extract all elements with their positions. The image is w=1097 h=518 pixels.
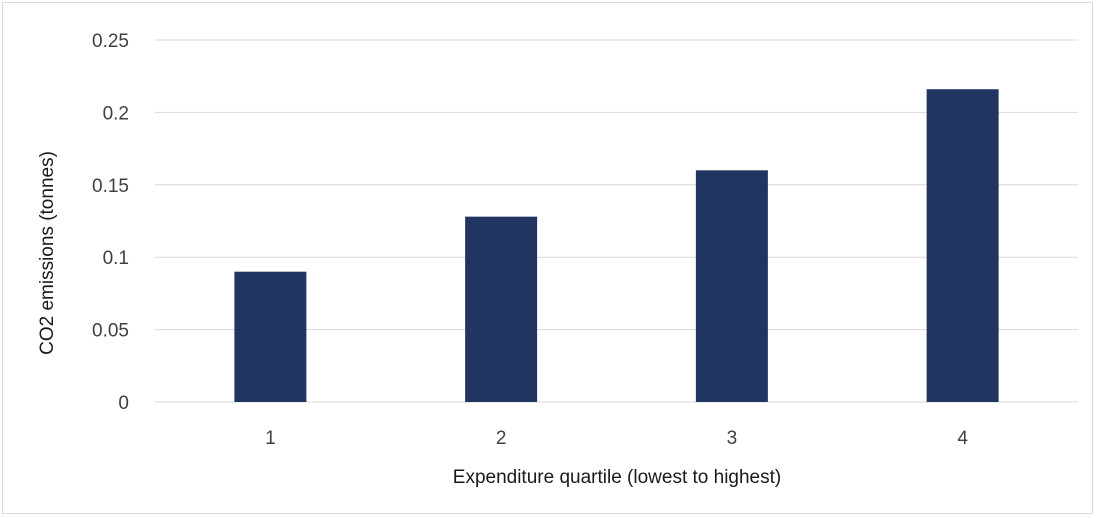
y-tick-label: 0.25 (92, 31, 129, 52)
x-tick-label: 3 (727, 428, 738, 449)
y-tick-labels: 0 0.05 0.1 0.15 0.2 0.25 (92, 31, 129, 414)
bar-1 (234, 271, 307, 402)
x-tick-label: 2 (496, 428, 507, 449)
bars (234, 89, 999, 403)
y-tick-label: 0 (118, 393, 129, 414)
bar-2 (465, 216, 538, 402)
x-tick-label: 1 (265, 428, 276, 449)
x-tick-labels: 1 2 3 4 (265, 428, 968, 449)
x-tick-label: 4 (957, 428, 968, 449)
y-tick-label: 0.15 (92, 176, 129, 197)
y-tick-label: 0.05 (92, 321, 129, 342)
y-axis-label: CO2 emissions (tonnes) (37, 151, 58, 355)
bar-4 (926, 89, 999, 403)
bar-3 (695, 170, 768, 402)
x-axis-label: Expenditure quartile (lowest to highest) (453, 467, 781, 488)
y-tick-label: 0.1 (103, 248, 129, 269)
y-tick-label: 0.2 (103, 103, 129, 124)
gridlines (155, 39, 1078, 403)
